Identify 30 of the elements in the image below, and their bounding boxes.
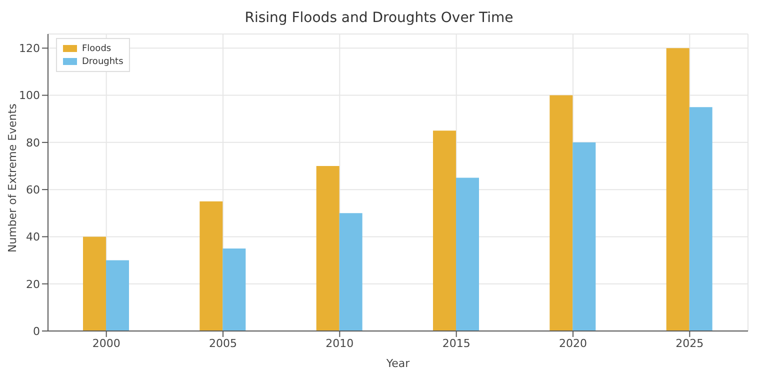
legend-label: Floods <box>82 44 112 54</box>
x-tick-label: 2025 <box>676 336 704 350</box>
bar <box>456 178 479 331</box>
bar <box>433 130 456 331</box>
legend-label: Droughts <box>82 56 124 66</box>
x-tick-label: 2010 <box>326 336 354 350</box>
y-tick-label: 40 <box>26 230 40 244</box>
y-tick-label: 60 <box>26 183 40 196</box>
y-tick-label: 0 <box>33 324 40 338</box>
y-tick-label: 100 <box>19 89 40 102</box>
bar <box>550 95 573 331</box>
bar <box>666 48 690 331</box>
x-tick-label: 2005 <box>209 336 237 350</box>
bar <box>339 213 362 331</box>
x-axis-title: Year <box>385 357 410 370</box>
x-tick-label: 2020 <box>559 336 587 350</box>
y-axis-title: Number of Extreme Events <box>6 103 19 252</box>
bar <box>106 260 129 331</box>
bar <box>689 107 712 331</box>
bar <box>572 142 596 331</box>
chart-title: Rising Floods and Droughts Over Time <box>244 9 514 28</box>
x-tick-label: 2015 <box>442 336 470 350</box>
bar <box>316 166 340 331</box>
bar <box>83 236 106 331</box>
bar <box>222 248 246 331</box>
bar <box>200 201 223 331</box>
x-tick-label: 2000 <box>92 336 120 350</box>
y-tick-label: 80 <box>26 136 40 150</box>
y-tick-label: 120 <box>19 42 40 56</box>
y-tick-label: 20 <box>26 278 40 291</box>
